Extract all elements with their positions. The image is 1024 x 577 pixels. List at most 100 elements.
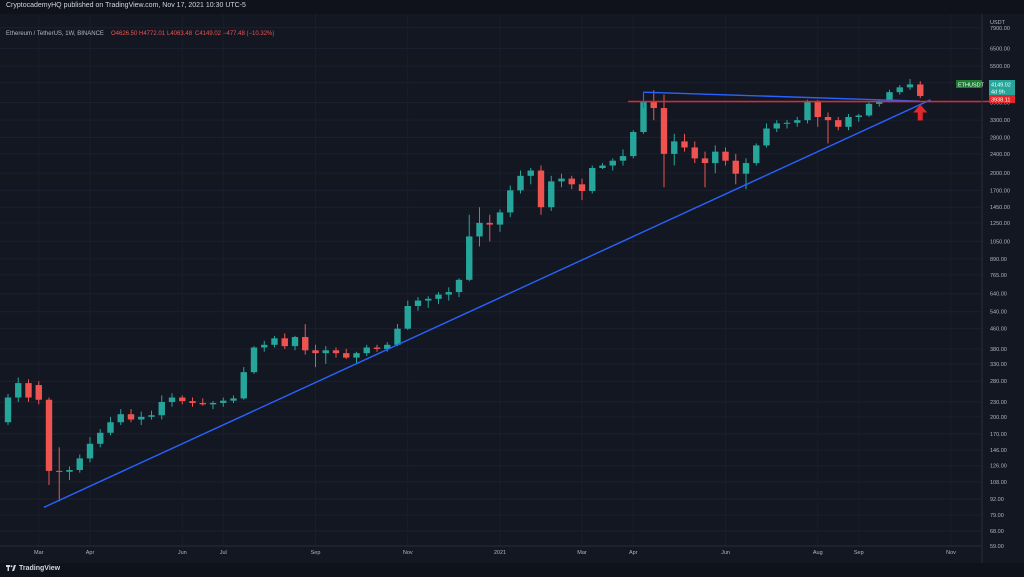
candle	[189, 397, 196, 407]
candle	[4, 394, 12, 426]
time-axis[interactable]: Mar Apr Jun Jul Sep Nov 2021 Mar Apr Jun Aug Sep Nov…	[34, 550, 1024, 556]
candle-body	[794, 120, 801, 123]
candle-body	[568, 178, 575, 185]
price-tick-label: 280.00	[990, 379, 1007, 385]
candle-body	[158, 402, 165, 416]
candle-body	[630, 132, 637, 157]
candle	[681, 133, 688, 152]
price-tick-label: 59.00	[990, 544, 1004, 550]
candle-body	[589, 167, 596, 191]
time-tick-label: Mar	[34, 550, 44, 556]
candle-body	[281, 338, 288, 347]
candle	[712, 145, 719, 174]
candle	[414, 297, 422, 311]
price-tick-label: 108.00	[990, 480, 1007, 486]
candle	[56, 447, 63, 502]
time-tick-label: Apr	[86, 550, 95, 556]
resistance-price-badge	[989, 95, 1015, 103]
price-tick-label: 7900.00	[990, 26, 1010, 32]
price-tick-label: 2400.00	[990, 152, 1010, 158]
candle-body	[650, 101, 657, 109]
candle	[302, 324, 309, 355]
candle-body	[107, 422, 114, 433]
candle	[445, 287, 452, 301]
ascending-trendline[interactable]	[43, 99, 931, 508]
candle	[804, 99, 811, 124]
time-tick-label: Nov	[946, 550, 956, 556]
candle-body	[353, 353, 360, 358]
candle-body	[455, 279, 463, 293]
candle	[45, 397, 53, 486]
candle-body	[332, 350, 340, 354]
candle	[148, 410, 155, 420]
candle	[814, 99, 821, 127]
candle-body	[548, 181, 555, 208]
candle-body	[783, 122, 791, 124]
candle	[158, 395, 165, 420]
candle	[527, 167, 534, 185]
time-tick-label: Sep	[311, 550, 321, 556]
candle	[773, 120, 780, 133]
candle	[35, 381, 42, 405]
candle-body	[179, 397, 186, 402]
candle	[230, 395, 237, 403]
candle	[650, 90, 657, 121]
candle	[896, 85, 903, 95]
price-tick-label: 1700.00	[990, 188, 1010, 194]
candle-body	[517, 175, 524, 191]
candle-body	[835, 120, 842, 127]
candle-body	[640, 101, 647, 133]
candle	[568, 175, 575, 190]
open-value: O4626.50	[111, 31, 138, 37]
candle-body	[302, 337, 309, 351]
candle	[455, 278, 463, 298]
candle	[589, 165, 596, 194]
candle	[353, 351, 360, 364]
time-tick-label: Nov	[403, 550, 413, 556]
candle-body	[414, 300, 422, 306]
tradingview-brand[interactable]: TradingView	[6, 565, 60, 572]
candle-body	[701, 158, 709, 164]
drawings[interactable]	[43, 91, 1003, 508]
candle	[168, 393, 176, 407]
price-tick-label: 170.00	[990, 432, 1007, 438]
candle-body	[86, 443, 94, 459]
candle	[722, 147, 729, 166]
candle-body	[291, 337, 299, 347]
candle-body	[35, 385, 42, 400]
price-chart[interactable]: 59.00 68.00 79.00 92.00 108.00 126.00 146.00 17…	[0, 14, 1024, 563]
candle-body	[56, 470, 63, 472]
up-arrow-icon[interactable]	[913, 104, 928, 121]
candle	[97, 429, 104, 448]
chart-background	[0, 14, 1024, 563]
candle	[732, 153, 739, 185]
candle	[394, 324, 401, 347]
candle-body	[261, 344, 268, 348]
price-tick-label: 68.00	[990, 529, 1004, 535]
candle	[517, 170, 524, 194]
candle-body	[404, 305, 411, 329]
candle	[609, 158, 616, 171]
candle	[496, 209, 504, 232]
candle-body	[466, 236, 473, 280]
candle-body	[66, 469, 73, 472]
candles	[4, 78, 924, 502]
price-tick-label: 890.00	[990, 257, 1007, 263]
candle	[476, 207, 483, 247]
candle	[630, 130, 637, 159]
last-price-badge	[989, 80, 1015, 95]
candle	[291, 335, 299, 351]
time-tick-label: Jun	[178, 550, 187, 556]
candle-body	[671, 141, 678, 154]
candle	[332, 347, 340, 358]
low-value: L4063.48	[167, 31, 193, 37]
candle-body	[917, 84, 924, 96]
candle	[404, 300, 411, 330]
descending-trendline[interactable]	[643, 91, 921, 102]
candle-body	[322, 350, 329, 354]
price-tick-label: 5500.00	[990, 64, 1010, 70]
publisher-bar: CryptocademyHQ published on TradingView.…	[0, 0, 1024, 14]
candle-body	[865, 103, 873, 116]
candle	[199, 398, 206, 406]
candle-body	[732, 160, 739, 174]
